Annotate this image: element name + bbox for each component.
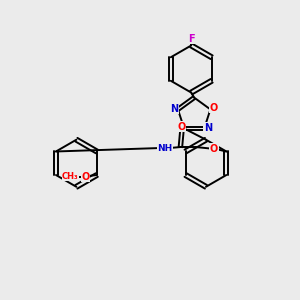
Text: N: N xyxy=(170,104,178,114)
Text: NH: NH xyxy=(158,144,173,153)
Text: F: F xyxy=(188,34,194,44)
Text: CH₃: CH₃ xyxy=(62,172,79,181)
Text: O: O xyxy=(210,143,218,154)
Text: O: O xyxy=(178,122,186,132)
Text: O: O xyxy=(210,103,218,113)
Text: O: O xyxy=(82,172,90,182)
Text: N: N xyxy=(204,123,212,133)
